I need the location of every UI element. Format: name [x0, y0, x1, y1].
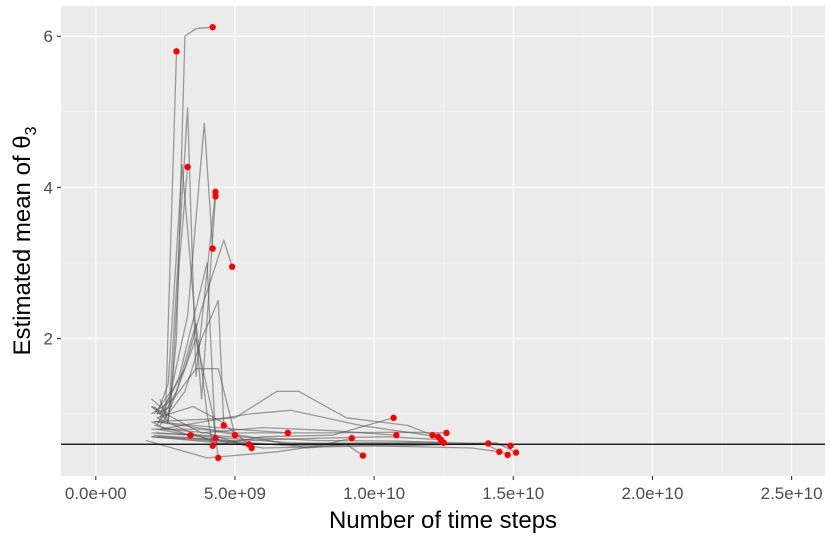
endpoint-point-25: [443, 429, 450, 437]
y-axis-title: Estimated mean of θ3: [9, 126, 40, 355]
endpoint-point-9: [215, 454, 222, 462]
endpoint-point-26: [485, 440, 492, 447]
x-axis-ticks: 0.0e+00 5.0e+09 1.0e+10 1.5e+10 2.0e+10 2.5e+…: [65, 476, 823, 503]
endpoint-point-18: [359, 452, 367, 459]
x-tick-label: 1.0e+10: [343, 484, 405, 503]
y-tick-label: 2: [44, 329, 53, 348]
trajectory-lines: [145, 26, 517, 459]
trajectory-line-10: [156, 262, 217, 439]
y-axis-ticks: 2 4 6: [44, 27, 61, 348]
endpoint-point-13: [220, 422, 228, 429]
endpoint-point-5: [212, 188, 219, 196]
endpoint-point-30: [512, 449, 520, 456]
endpoint-point-28: [504, 451, 511, 459]
y-tick-label: 4: [44, 178, 53, 197]
endpoint-point-7: [228, 263, 236, 270]
endpoint-point-6: [209, 245, 216, 252]
trajectory-line-12: [151, 368, 236, 436]
x-tick-label: 1.5e+10: [482, 484, 544, 503]
x-tick-label: 2.5e+10: [761, 484, 823, 503]
x-axis-title: Number of time steps: [329, 507, 557, 534]
trajectory-line-16: [156, 420, 288, 434]
trajectory-line-25: [154, 420, 447, 434]
endpoint-point-12: [231, 431, 239, 439]
endpoint-point-4: [184, 163, 191, 171]
x-tick-label: 5.0e+09: [204, 484, 266, 503]
x-tick-label: 0.0e+00: [65, 484, 127, 503]
endpoint-point-15: [248, 444, 255, 452]
endpoint-point-3: [212, 193, 219, 200]
endpoint-point-19: [390, 414, 397, 422]
endpoint-point-20: [393, 431, 400, 439]
endpoint-point-2: [173, 48, 180, 55]
trajectory-line-13: [159, 300, 225, 426]
endpoint-point-29: [507, 442, 514, 449]
trajectory-line-28: [151, 436, 508, 456]
endpoint-point-8: [209, 442, 216, 449]
endpoint-point-21: [429, 431, 436, 439]
y-tick-label: 6: [44, 27, 53, 46]
endpoint-point-24: [440, 439, 447, 446]
endpoint-markers: [173, 23, 520, 462]
trajectory-line-24: [151, 432, 444, 444]
trajectory-line-21: [154, 390, 433, 436]
trajectory-line-30: [154, 434, 517, 454]
endpoint-point-27: [496, 448, 503, 456]
endpoint-point-16: [284, 429, 292, 437]
endpoint-point-17: [348, 435, 356, 442]
y-axis-title-main: Estimated mean of θ: [9, 135, 36, 355]
x-tick-label: 2.0e+10: [621, 484, 683, 503]
trajectory-line-22: [159, 409, 439, 438]
y-axis-title-subscript: 3: [23, 126, 40, 135]
endpoint-point-1: [209, 23, 216, 31]
trajectory-line-6: [153, 122, 214, 415]
endpoint-point-11: [187, 431, 194, 439]
endpoint-point-10: [212, 435, 219, 442]
trajectory-line-3: [156, 164, 217, 415]
